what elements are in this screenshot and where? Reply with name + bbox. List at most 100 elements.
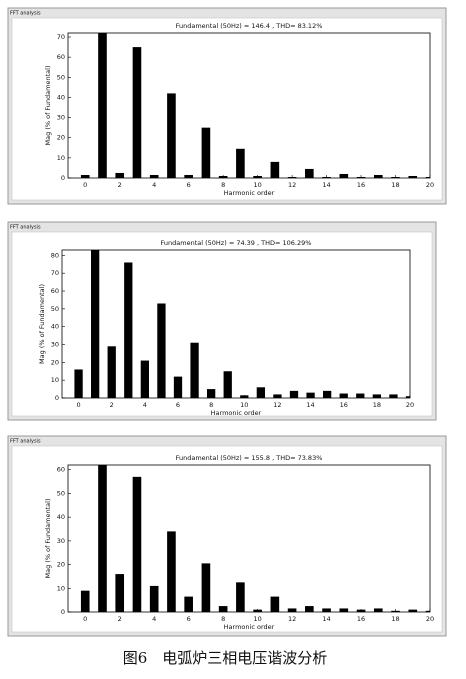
window-title: FFT analysis bbox=[10, 225, 41, 231]
x-tick-label: 12 bbox=[288, 181, 296, 189]
y-tick-label: 80 bbox=[51, 251, 59, 259]
y-tick-label: 40 bbox=[51, 323, 59, 331]
bar bbox=[373, 174, 383, 178]
x-tick-label: 0 bbox=[83, 181, 87, 189]
x-tick-label: 16 bbox=[340, 401, 348, 409]
bar bbox=[236, 582, 245, 612]
y-axis-label: Mag (% of Fundamental) bbox=[38, 284, 46, 364]
x-tick-label: 0 bbox=[83, 615, 87, 623]
plot-frame bbox=[67, 32, 431, 179]
bar bbox=[140, 360, 149, 398]
bar bbox=[91, 250, 100, 398]
y-tick-label: 0 bbox=[55, 394, 59, 402]
bar bbox=[190, 342, 199, 398]
chart-title: Fundamental (50Hz) = 146.4 , THD= 83.12% bbox=[176, 22, 323, 30]
y-tick-label: 40 bbox=[57, 93, 65, 101]
x-tick-label: 8 bbox=[221, 181, 225, 189]
bar bbox=[149, 174, 159, 178]
bar bbox=[356, 176, 366, 178]
bar bbox=[223, 371, 232, 398]
x-tick-label: 4 bbox=[152, 615, 156, 623]
x-tick-label: 18 bbox=[373, 401, 381, 409]
bar bbox=[218, 606, 228, 612]
x-tick-label: 16 bbox=[357, 615, 365, 623]
y-tick-label: 30 bbox=[57, 114, 65, 122]
y-tick-label: 40 bbox=[57, 513, 65, 521]
y-tick-label: 60 bbox=[51, 287, 59, 295]
bar bbox=[339, 173, 349, 178]
x-tick-label: 20 bbox=[426, 181, 434, 189]
x-tick-label: 14 bbox=[322, 181, 330, 189]
y-tick-label: 60 bbox=[57, 466, 65, 474]
bar bbox=[405, 396, 410, 398]
bar bbox=[391, 610, 400, 612]
bar bbox=[273, 394, 282, 398]
plot-frame bbox=[61, 249, 411, 399]
bar bbox=[322, 176, 331, 178]
bar bbox=[425, 610, 430, 612]
bar bbox=[236, 148, 245, 178]
bar bbox=[184, 174, 193, 178]
x-tick-label: 2 bbox=[110, 401, 114, 409]
bar bbox=[132, 476, 142, 612]
bar bbox=[149, 585, 159, 612]
bar bbox=[322, 608, 331, 612]
x-axis-label: Harmonic order bbox=[224, 623, 275, 631]
x-axis-label: Harmonic order bbox=[224, 189, 275, 197]
chart-title: Fundamental (50Hz) = 155.8 , THD= 73.83% bbox=[176, 454, 323, 462]
y-tick-label: 20 bbox=[57, 134, 65, 142]
y-tick-label: 20 bbox=[57, 561, 65, 569]
y-axis-label: Mag (% of Fundamental) bbox=[44, 499, 52, 579]
chart-title: Fundamental (50Hz) = 74.39 , THD= 106.29… bbox=[161, 239, 312, 247]
x-tick-label: 4 bbox=[143, 401, 147, 409]
y-tick-label: 60 bbox=[57, 53, 65, 61]
bar bbox=[339, 608, 349, 612]
y-tick-label: 10 bbox=[57, 584, 65, 592]
x-tick-label: 14 bbox=[322, 615, 330, 623]
x-tick-label: 16 bbox=[357, 181, 365, 189]
x-tick-label: 12 bbox=[273, 401, 281, 409]
bar bbox=[389, 394, 398, 398]
bar bbox=[270, 596, 280, 612]
x-tick-label: 20 bbox=[426, 615, 434, 623]
window-title: FFT analysis bbox=[10, 439, 41, 445]
plot bbox=[80, 465, 430, 612]
bar bbox=[201, 563, 211, 612]
bar bbox=[184, 596, 193, 612]
window-body bbox=[11, 445, 443, 633]
y-tick-label: 0 bbox=[61, 174, 65, 182]
bar bbox=[173, 376, 183, 398]
bar bbox=[74, 369, 83, 398]
bar bbox=[80, 590, 90, 612]
window-body bbox=[11, 17, 443, 201]
bar bbox=[408, 609, 418, 612]
x-tick-label: 6 bbox=[187, 615, 191, 623]
x-tick-label: 0 bbox=[77, 401, 81, 409]
bar bbox=[373, 608, 383, 612]
window-title: FFT analysis bbox=[10, 11, 41, 17]
bar bbox=[240, 395, 249, 398]
y-tick-label: 70 bbox=[51, 269, 59, 277]
bar bbox=[201, 127, 211, 178]
x-tick-label: 6 bbox=[187, 181, 191, 189]
bar bbox=[356, 393, 365, 398]
x-tick-label: 6 bbox=[176, 401, 180, 409]
x-tick-label: 18 bbox=[391, 181, 399, 189]
x-tick-label: 20 bbox=[406, 401, 414, 409]
bar bbox=[80, 174, 90, 178]
bar bbox=[287, 176, 297, 178]
y-tick-label: 50 bbox=[57, 489, 65, 497]
bar bbox=[372, 394, 381, 398]
x-tick-label: 12 bbox=[288, 615, 296, 623]
y-tick-label: 0 bbox=[61, 608, 65, 616]
x-tick-label: 10 bbox=[253, 615, 261, 623]
plot bbox=[80, 33, 430, 178]
plot-frame bbox=[67, 464, 431, 613]
bar bbox=[408, 175, 418, 178]
x-tick-label: 10 bbox=[240, 401, 248, 409]
y-tick-label: 70 bbox=[57, 33, 65, 41]
bar bbox=[256, 387, 265, 398]
bar bbox=[287, 608, 297, 612]
x-tick-label: 4 bbox=[152, 181, 156, 189]
